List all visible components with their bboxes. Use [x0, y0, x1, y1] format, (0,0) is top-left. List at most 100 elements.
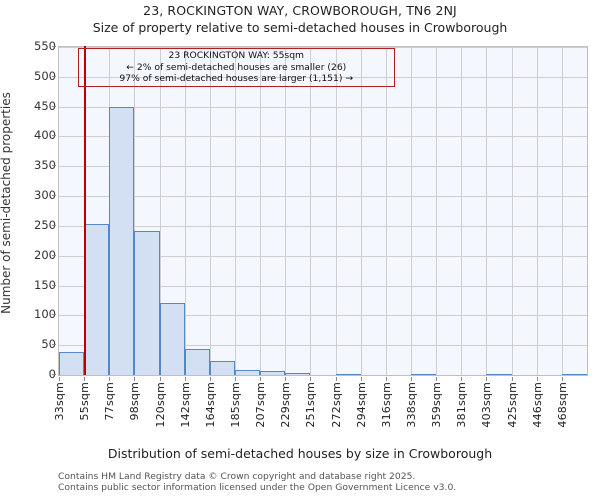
gridline-vertical	[260, 47, 262, 375]
x-axis-tick-label: 207sqm	[254, 382, 268, 428]
histogram-bar	[411, 373, 437, 375]
y-axis-tick-label: 50	[41, 337, 56, 352]
chart-title: 23, ROCKINGTON WAY, CROWBOROUGH, TN6 2NJ	[143, 3, 457, 18]
y-axis-tick-label: 450	[34, 98, 56, 113]
x-axis-tick-mark	[209, 377, 211, 381]
x-axis-tick-label: 185sqm	[229, 382, 242, 428]
x-axis-tick-label: 425sqm	[505, 382, 519, 428]
gridline-vertical	[310, 47, 312, 375]
property-annotation-box: 23 ROCKINGTON WAY: 55sqm ← 2% of semi-det…	[77, 48, 395, 87]
x-axis-tick-label: 272sqm	[329, 382, 343, 428]
gridline-horizontal	[59, 47, 587, 48]
x-axis-tick-label: 338sqm	[405, 382, 418, 428]
x-axis-tick-label: 142sqm	[178, 382, 192, 428]
gridline-vertical	[235, 47, 236, 375]
x-axis-tick-mark	[260, 377, 262, 381]
histogram-bar	[486, 373, 512, 375]
y-axis-tick-label: 250	[34, 217, 56, 232]
x-axis-tick-mark	[310, 377, 312, 381]
y-axis-tick-label: 400	[34, 128, 56, 143]
y-axis-tick-mark	[52, 165, 56, 167]
histogram-bar	[561, 373, 587, 375]
x-axis-tick-mark	[134, 377, 136, 381]
gridline-horizontal	[59, 255, 587, 257]
x-axis-tick-mark	[360, 377, 362, 381]
x-axis-tick-mark	[511, 377, 513, 381]
footer-attribution: Contains HM Land Registry data © Crown c…	[58, 471, 598, 493]
gridline-vertical	[335, 47, 337, 375]
footer-line-2: Contains public sector information licen…	[58, 482, 457, 493]
footer-line-1: Contains HM Land Registry data © Crown c…	[58, 471, 416, 482]
x-axis-tick-mark	[84, 377, 86, 381]
y-axis-tick-label: 0	[4, 367, 56, 381]
gridline-horizontal	[59, 315, 587, 317]
gridline-vertical	[134, 47, 136, 375]
y-axis-tick-label: 500	[34, 68, 56, 83]
plot-area: 23 ROCKINGTON WAY: 55sqm ← 2% of semi-det…	[58, 46, 588, 376]
gridline-horizontal	[59, 136, 587, 138]
gridline-horizontal	[59, 76, 587, 78]
x-axis-tick-mark	[536, 377, 538, 381]
x-axis-tick-mark	[436, 377, 438, 381]
y-axis-tick-mark	[52, 46, 56, 47]
x-axis-tick-label: 294sqm	[354, 382, 368, 428]
histogram-bar	[159, 302, 185, 375]
gridline-vertical	[436, 47, 438, 375]
y-axis-tick-label: 550	[34, 39, 56, 53]
y-axis-tick-mark	[52, 195, 56, 197]
histogram-bar	[260, 370, 286, 375]
x-axis-tick-mark	[561, 377, 563, 381]
x-axis-tick-label: 33sqm	[53, 382, 66, 421]
annotation-line2: ← 2% of semi-detached houses are smaller…	[126, 61, 347, 73]
x-axis-tick-mark	[335, 377, 337, 381]
property-marker-line	[84, 46, 87, 375]
chart-subtitle: Size of property relative to semi-detach…	[92, 20, 508, 35]
gridline-horizontal	[59, 345, 587, 347]
gridline-horizontal	[59, 196, 587, 198]
x-axis-tick-mark	[59, 377, 60, 381]
histogram-bar	[109, 106, 135, 375]
x-axis-tick-label: 251sqm	[304, 382, 318, 428]
x-axis-tick-mark	[235, 377, 236, 381]
x-axis-tick-mark	[411, 377, 412, 381]
histogram-bar	[209, 360, 235, 375]
y-axis-tick-mark	[52, 314, 56, 316]
x-axis-tick-label: 359sqm	[430, 382, 444, 428]
gridline-horizontal	[59, 166, 587, 168]
x-axis-tick-mark	[285, 377, 287, 381]
x-axis-label: Distribution of semi-detached houses by …	[107, 446, 493, 461]
x-axis-tick-label: 98sqm	[128, 382, 142, 421]
histogram-bar	[285, 372, 311, 375]
gridline-vertical	[285, 47, 287, 375]
x-axis-tick-mark	[109, 377, 111, 381]
y-axis-tick-label: 100	[34, 307, 56, 322]
x-axis-tick-mark	[184, 377, 186, 381]
y-axis-tick-mark	[52, 254, 56, 256]
y-axis-tick-mark	[52, 374, 56, 375]
gridline-vertical	[360, 47, 362, 375]
y-axis-tick-mark	[52, 75, 56, 77]
gridline-vertical	[536, 47, 538, 375]
x-axis-tick-label: 77sqm	[103, 382, 117, 421]
x-axis-tick-label: 229sqm	[279, 382, 293, 428]
x-axis-tick-label: 403sqm	[480, 382, 494, 428]
x-axis: 33sqm 55sqm 77sqm 98sqm 120sqm 142sqm 164sqm 18…	[53, 377, 588, 439]
x-axis-tick-label: 55sqm	[78, 382, 92, 421]
gridline-vertical	[184, 47, 186, 375]
gridline-vertical	[159, 47, 161, 375]
x-axis-tick-label: 468sqm	[555, 382, 569, 428]
gridline-vertical	[209, 47, 211, 375]
annotation-line3: 97% of semi-detached houses are larger (…	[119, 73, 354, 85]
x-axis-tick-label: 164sqm	[203, 382, 217, 428]
histogram-bar	[235, 369, 261, 375]
y-axis-tick-label: 150	[34, 277, 56, 292]
histogram-bar	[134, 230, 160, 375]
gridline-horizontal	[59, 106, 587, 108]
y-axis-tick-mark	[52, 344, 56, 346]
x-axis-tick-mark	[461, 377, 463, 381]
gridline-vertical	[511, 47, 513, 375]
gridline-vertical	[486, 47, 488, 375]
y-axis-tick-mark	[52, 135, 56, 137]
y-axis-tick-mark	[52, 105, 56, 107]
